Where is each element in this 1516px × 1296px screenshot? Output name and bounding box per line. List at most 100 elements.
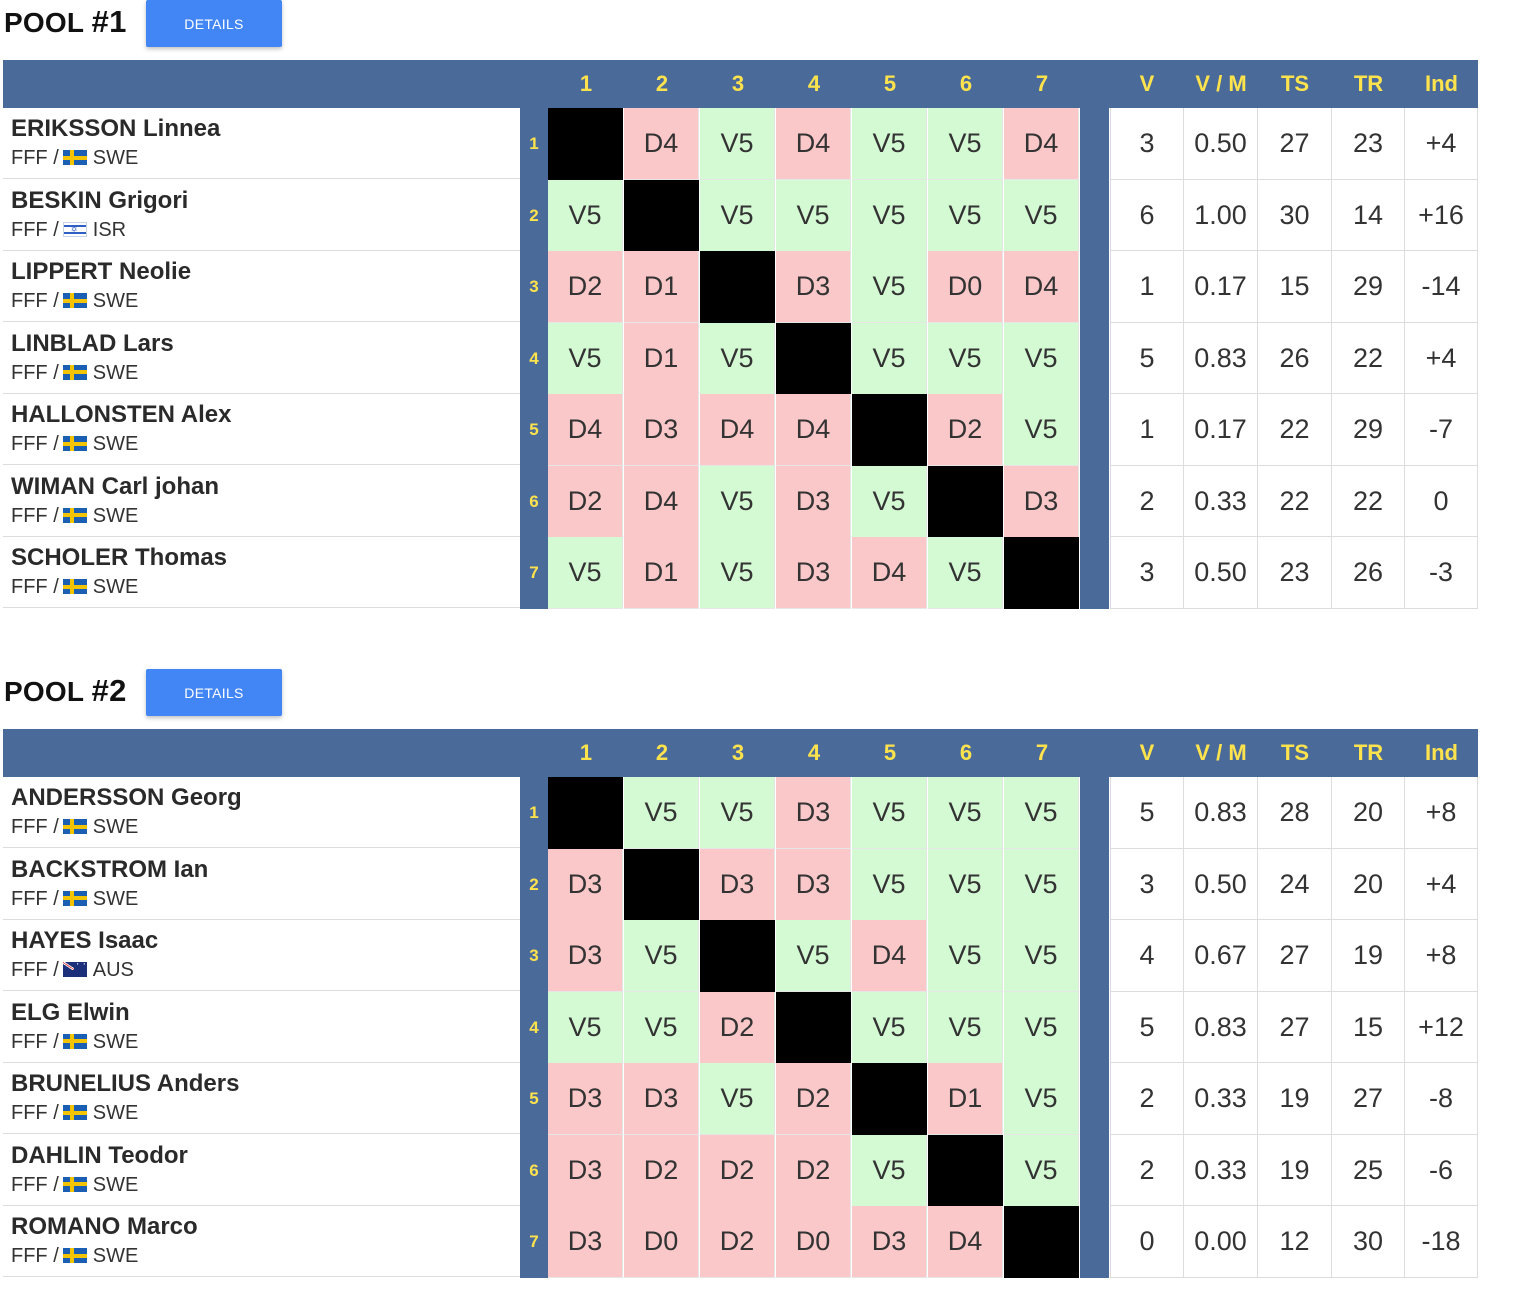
- bout-defeat-cell: D4: [852, 537, 927, 609]
- country-code: SWE: [92, 290, 139, 312]
- stat-ind: -6: [1405, 1134, 1478, 1206]
- bout-defeat-cell: D4: [852, 920, 927, 992]
- table-header-bar: [3, 60, 1478, 108]
- stat-vm: 0.33: [1184, 1134, 1258, 1206]
- sweden-flag-icon: [62, 293, 87, 308]
- self-bout-cell: [700, 920, 775, 992]
- fencer-name: HAYES Isaac: [11, 927, 159, 954]
- club-label: FFF /: [11, 433, 59, 455]
- bout-victory-cell: V5: [852, 251, 927, 323]
- bout-defeat-cell: D1: [928, 1063, 1003, 1135]
- bout-defeat-cell: D4: [1004, 108, 1079, 180]
- bout-victory-cell: V5: [548, 322, 623, 395]
- fencer-cell: ANDERSSON Georg FFF / SWE: [3, 777, 520, 848]
- country-code: SWE: [92, 887, 139, 910]
- bout-victory-cell: V5: [928, 537, 1003, 609]
- self-bout-cell: [1004, 537, 1079, 609]
- bout-victory-cell: V5: [1004, 848, 1079, 921]
- stat-ind: 0: [1405, 465, 1478, 537]
- details-button[interactable]: DETAILS: [146, 669, 282, 716]
- stat-v: 2: [1110, 1063, 1184, 1135]
- fencer-name: BESKIN Grigori: [11, 186, 189, 214]
- bout-defeat-cell: D4: [928, 1206, 1003, 1278]
- bout-victory-cell: V5: [928, 322, 1003, 395]
- sweden-flag-icon: [62, 890, 87, 906]
- fencer-club: FFF / SWE: [11, 505, 138, 528]
- bout-defeat-cell: D3: [548, 848, 623, 921]
- stat-column-header: Ind: [1425, 740, 1458, 765]
- bout-defeat-cell: D4: [1004, 251, 1079, 323]
- stat-ts: 12: [1258, 1206, 1332, 1278]
- bout-victory-cell: V5: [852, 1134, 927, 1207]
- stat-ind: -14: [1405, 251, 1478, 323]
- stat-ts: 27: [1258, 920, 1332, 992]
- row-number-column: [520, 108, 548, 609]
- stat-vm: 0.67: [1184, 920, 1258, 992]
- fencer-club: FFF / SWE: [11, 362, 138, 385]
- stat-ind: +16: [1405, 179, 1478, 251]
- details-button[interactable]: DETAILS: [146, 0, 282, 47]
- pool-section: POOL #1 DETAILS 1 2 3 4 5 6 7 V V / M TS TR Ind ERIKSS…: [0, 0, 1516, 620]
- matrix-column-header: 3: [731, 740, 745, 765]
- stat-ind: -7: [1405, 394, 1478, 466]
- stat-column-header: TR: [1353, 71, 1384, 96]
- bout-defeat-cell: D4: [776, 108, 851, 180]
- fencer-name: LINBLAD Lars: [11, 329, 174, 357]
- stat-ind: +4: [1405, 322, 1478, 394]
- stat-v: 0: [1110, 1206, 1184, 1278]
- bout-defeat-cell: D3: [776, 777, 851, 849]
- stat-tr: 23: [1332, 108, 1405, 180]
- matrix-column-header: 6: [959, 71, 973, 96]
- matrix-column-header: 6: [959, 740, 973, 765]
- stat-column-header: TS: [1280, 71, 1310, 96]
- bout-defeat-cell: D3: [776, 537, 851, 609]
- matrix-column-header: 2: [655, 740, 669, 765]
- fencer-cell: BACKSTROM Ian FFF / SWE: [3, 848, 520, 920]
- bout-defeat-cell: D2: [928, 394, 1003, 466]
- stat-ts: 15: [1258, 251, 1332, 323]
- bout-victory-cell: V5: [624, 777, 699, 849]
- stat-tr: 25: [1332, 1134, 1405, 1206]
- matrix-column-header: 4: [807, 71, 821, 96]
- bout-victory-cell: V5: [1004, 777, 1079, 849]
- bout-victory-cell: V5: [700, 322, 775, 395]
- stat-tr: 27: [1332, 1063, 1405, 1135]
- club-label: FFF /: [11, 1030, 59, 1053]
- sweden-flag-icon: [62, 1176, 87, 1192]
- club-label: FFF /: [11, 576, 59, 598]
- country-code: SWE: [92, 147, 139, 169]
- stat-vm: 0.83: [1184, 991, 1258, 1063]
- fencer-name: ELG Elwin: [11, 998, 130, 1026]
- bout-defeat-cell: D3: [548, 920, 623, 992]
- bout-victory-cell: V5: [700, 777, 775, 849]
- bout-defeat-cell: D2: [700, 991, 775, 1064]
- stat-ind: +8: [1405, 777, 1478, 849]
- stat-column-header: V / M: [1195, 740, 1247, 765]
- bout-defeat-cell: D3: [548, 1206, 623, 1278]
- fencer-name: DAHLIN Teodor: [11, 1141, 188, 1169]
- bout-defeat-cell: D2: [700, 1134, 775, 1207]
- stat-ind: +4: [1405, 848, 1478, 920]
- fencer-club: FFF / SWE: [11, 290, 138, 313]
- stat-ind: -18: [1405, 1206, 1478, 1278]
- stat-tr: 19: [1332, 920, 1405, 992]
- stat-ts: 27: [1258, 108, 1332, 180]
- sweden-flag-icon: [62, 1105, 87, 1120]
- bout-victory-cell: V5: [1004, 322, 1079, 395]
- pool-title-word: POOL: [4, 676, 84, 707]
- stat-v: 3: [1110, 537, 1184, 609]
- stat-tr: 20: [1332, 848, 1405, 920]
- stat-tr: 29: [1332, 394, 1405, 466]
- stat-v: 2: [1110, 1134, 1184, 1206]
- pool-header: POOL #2 DETAILS: [0, 669, 600, 717]
- self-bout-cell: [776, 322, 851, 395]
- country-code: SWE: [92, 1102, 139, 1124]
- bout-victory-cell: V5: [1004, 394, 1079, 466]
- sweden-flag-icon: [62, 579, 87, 594]
- stat-column-header: V: [1139, 71, 1155, 96]
- bout-defeat-cell: D2: [776, 1134, 851, 1207]
- stat-ts: 24: [1258, 848, 1332, 920]
- row-number: 6: [529, 491, 539, 511]
- stat-vm: 0.50: [1184, 537, 1258, 609]
